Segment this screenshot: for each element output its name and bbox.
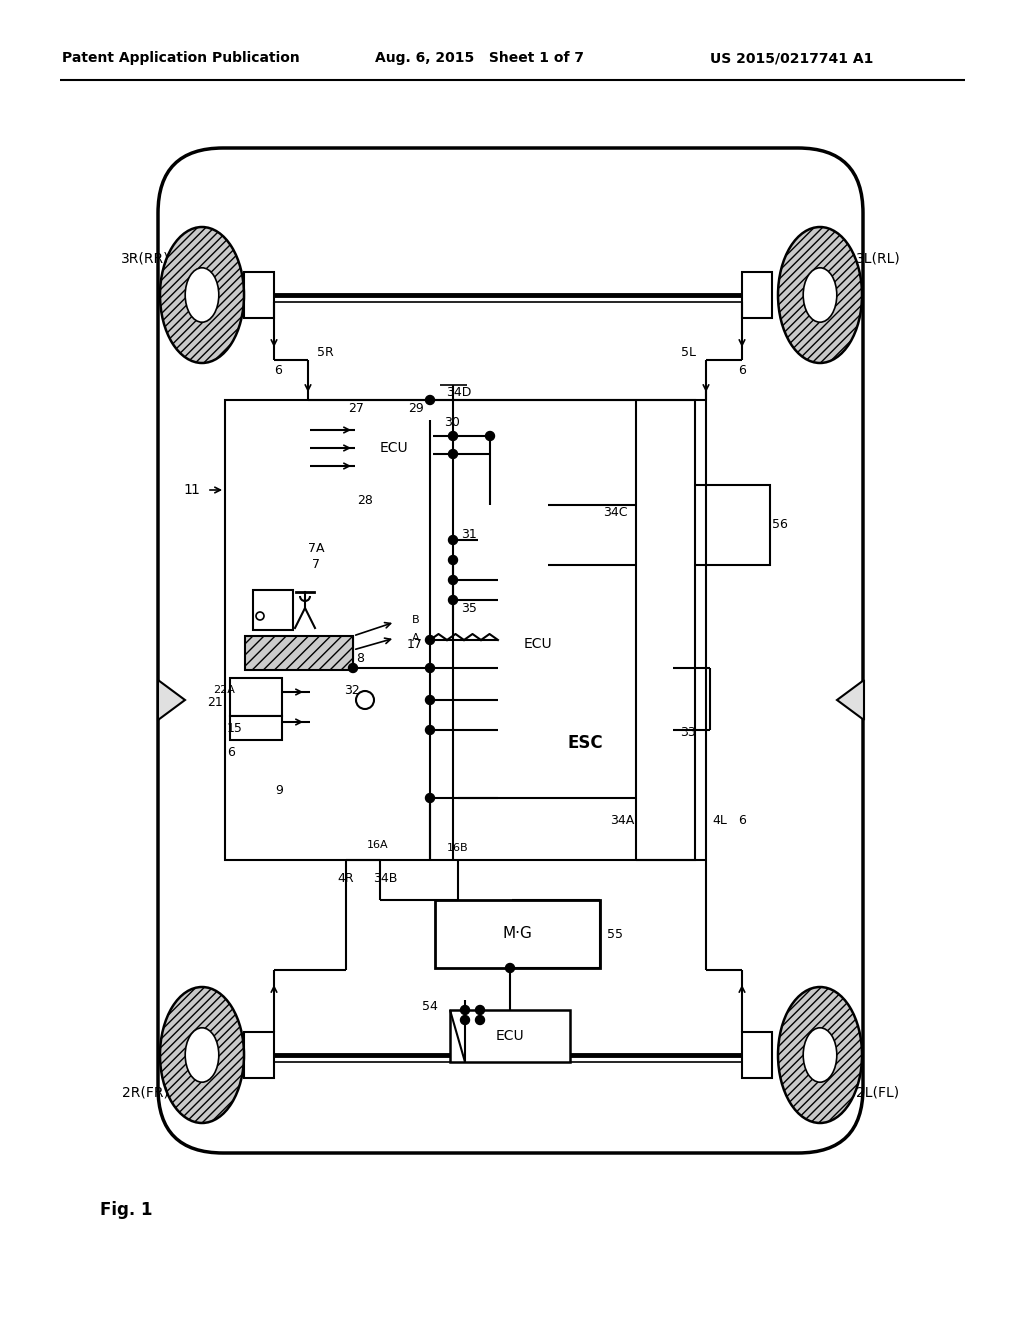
Ellipse shape [185,268,219,322]
Text: 4L: 4L [713,813,727,826]
Text: 16A: 16A [368,840,389,850]
Text: 2R(FR): 2R(FR) [122,1085,168,1100]
Text: 1: 1 [183,483,193,498]
Text: 6: 6 [738,363,745,376]
Bar [742,272,772,318]
Circle shape [461,1015,469,1024]
Bar [478,506,548,565]
Ellipse shape [803,268,837,322]
Text: 1: 1 [190,483,200,498]
Text: ECU: ECU [380,441,409,454]
Text: 31: 31 [461,528,477,541]
Text: Fig. 1: Fig. 1 [100,1201,153,1218]
Circle shape [475,1015,484,1024]
Text: 3L(RL): 3L(RL) [856,251,900,265]
Polygon shape [837,680,864,719]
Ellipse shape [160,987,244,1123]
Text: 32: 32 [344,684,359,697]
Circle shape [356,690,374,709]
Text: 9: 9 [275,784,283,796]
Ellipse shape [778,227,862,363]
Text: Patent Application Publication: Patent Application Publication [62,51,300,65]
Ellipse shape [160,227,244,363]
Bar [230,678,282,715]
Text: 17: 17 [408,639,423,652]
Text: 28: 28 [357,494,373,507]
Text: Aug. 6, 2015   Sheet 1 of 7: Aug. 6, 2015 Sheet 1 of 7 [375,51,584,65]
Text: 55: 55 [607,928,623,941]
Circle shape [485,432,495,441]
Circle shape [506,964,514,973]
Bar [244,272,274,318]
Bar [435,900,600,968]
Bar [355,420,433,475]
Ellipse shape [803,1028,837,1082]
Ellipse shape [778,987,862,1123]
Text: 3R(RR): 3R(RR) [121,251,169,265]
Bar [498,620,578,668]
Circle shape [426,635,434,644]
Text: US 2015/0217741 A1: US 2015/0217741 A1 [710,51,873,65]
Text: 33: 33 [680,726,696,739]
Bar [450,1010,570,1063]
Bar [742,1032,772,1078]
Circle shape [461,1006,469,1015]
Bar [665,484,770,565]
Circle shape [426,726,434,734]
Text: 4R: 4R [338,871,354,884]
Ellipse shape [185,1028,219,1082]
Text: A: A [413,634,420,643]
Text: 5L: 5L [681,346,695,359]
Text: ESC: ESC [567,734,603,752]
Text: 16B: 16B [447,843,469,853]
Circle shape [449,432,458,441]
Text: 34B: 34B [373,871,397,884]
Circle shape [426,793,434,803]
FancyBboxPatch shape [158,148,863,1152]
Text: M·G: M·G [503,927,532,941]
Text: 56: 56 [772,519,787,532]
Bar [498,668,673,799]
Circle shape [426,396,434,404]
Text: 34A: 34A [610,813,634,826]
Circle shape [426,664,434,672]
Bar [245,636,353,671]
Bar [244,1032,274,1078]
Text: B: B [413,615,420,624]
Text: 8: 8 [356,652,364,664]
Circle shape [426,696,434,705]
Text: 54: 54 [422,999,438,1012]
Circle shape [449,556,458,565]
Text: 7: 7 [312,557,319,570]
Text: ECU: ECU [496,1030,524,1043]
Text: 27: 27 [348,401,364,414]
Circle shape [449,536,458,544]
Polygon shape [158,680,185,719]
Circle shape [475,1006,484,1015]
Text: 34C: 34C [603,506,628,519]
Text: 34D: 34D [446,385,472,399]
Text: 6: 6 [274,363,282,376]
Text: 30: 30 [444,416,460,429]
Circle shape [256,612,264,620]
Text: 22A: 22A [213,685,234,696]
Text: 6: 6 [738,813,745,826]
Text: 5R: 5R [316,346,334,359]
Text: 29: 29 [409,401,424,414]
Text: ECU: ECU [523,638,552,651]
Text: 2L(FL): 2L(FL) [856,1085,899,1100]
Text: 35: 35 [461,602,477,615]
Text: 15: 15 [227,722,243,734]
Circle shape [449,576,458,585]
Bar [230,715,282,741]
Circle shape [449,450,458,458]
Text: 21: 21 [207,696,223,709]
Text: 7A: 7A [308,541,325,554]
Circle shape [348,664,357,672]
Circle shape [449,595,458,605]
Text: 6: 6 [227,746,234,759]
Bar [225,400,695,861]
Bar [253,590,293,630]
